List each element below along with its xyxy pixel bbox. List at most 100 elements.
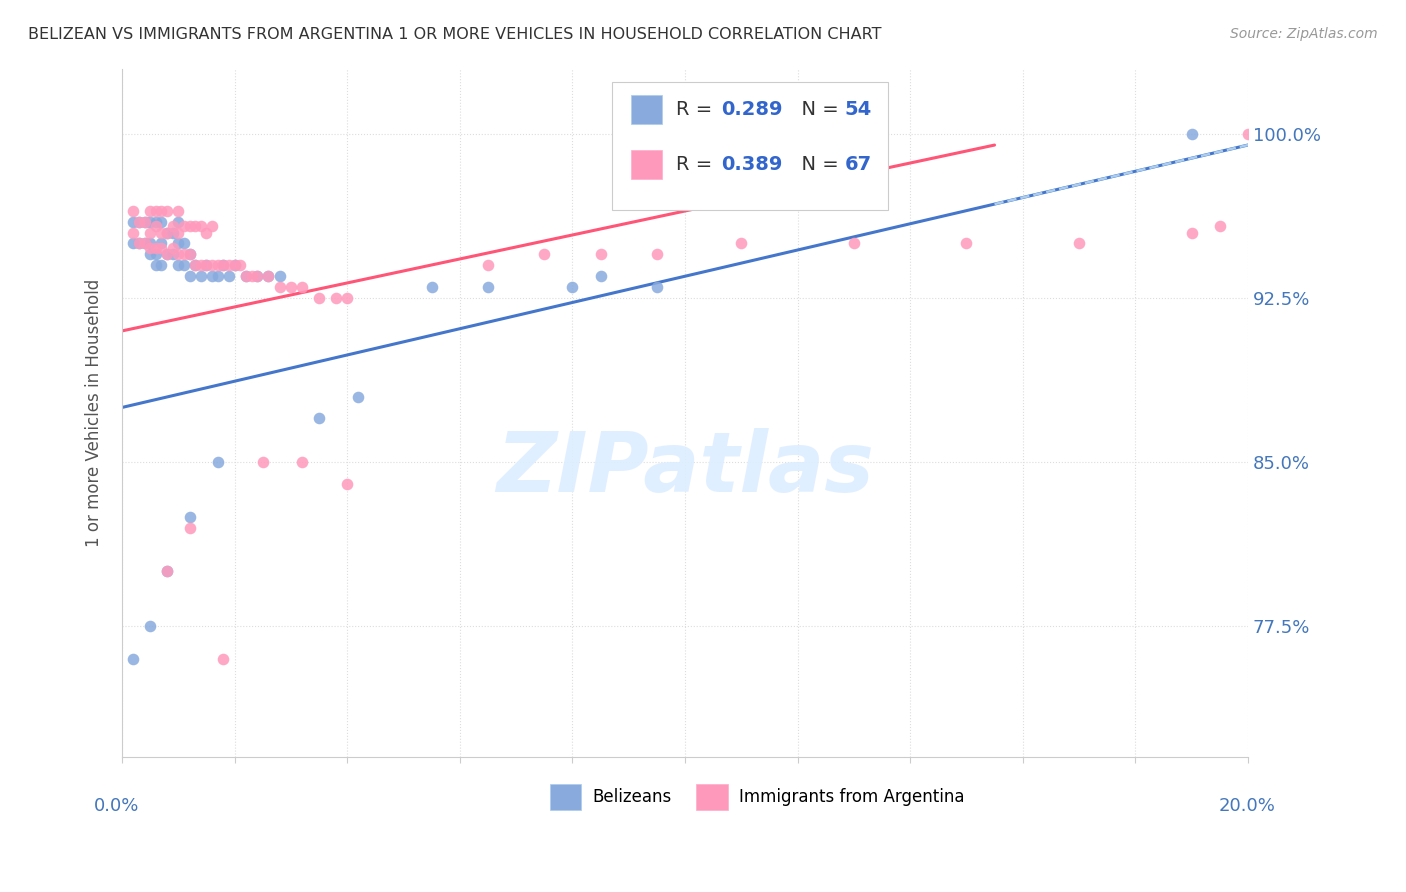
Point (1237, 127, 1260, 141)
Point (128, 214, 150, 228)
Text: ZIPatlas: ZIPatlas (496, 427, 875, 508)
FancyBboxPatch shape (612, 82, 887, 210)
Point (134, 214, 156, 228)
Point (269, 269, 291, 284)
Point (645, 247, 668, 261)
Point (162, 241, 184, 255)
Text: 0.389: 0.389 (721, 155, 782, 174)
Text: 20.0%: 20.0% (1219, 797, 1277, 814)
Point (122, 236, 145, 251)
Point (589, 269, 612, 284)
Point (195, 258, 218, 272)
Point (128, 236, 150, 251)
Point (201, 269, 224, 284)
Point (162, 226, 184, 240)
Point (145, 241, 167, 255)
Point (139, 247, 162, 261)
Point (589, 247, 612, 261)
Point (955, 236, 977, 251)
Point (184, 219, 207, 233)
Point (156, 565, 179, 579)
Point (122, 652, 145, 666)
Point (218, 258, 240, 272)
Point (145, 214, 167, 228)
Point (145, 203, 167, 218)
Point (167, 226, 190, 240)
Point (190, 258, 212, 272)
Point (173, 219, 195, 233)
Point (150, 241, 173, 255)
FancyBboxPatch shape (631, 95, 662, 124)
Point (122, 203, 145, 218)
Point (139, 226, 162, 240)
Point (269, 280, 291, 294)
Point (240, 269, 263, 284)
Point (308, 291, 330, 305)
Point (139, 241, 162, 255)
Point (252, 455, 274, 469)
Point (347, 390, 370, 404)
Point (150, 203, 173, 218)
Point (291, 455, 314, 469)
Point (212, 258, 235, 272)
Point (224, 258, 246, 272)
Point (179, 219, 201, 233)
Point (730, 236, 752, 251)
Point (257, 269, 280, 284)
Text: N =: N = (789, 100, 845, 119)
Point (173, 236, 195, 251)
Point (212, 652, 235, 666)
Point (336, 291, 359, 305)
Point (308, 411, 330, 425)
Point (207, 455, 229, 469)
Point (1067, 236, 1090, 251)
Text: 67: 67 (845, 155, 872, 174)
Point (167, 258, 190, 272)
Point (201, 219, 224, 233)
Point (477, 258, 499, 272)
FancyBboxPatch shape (696, 784, 728, 810)
Point (179, 247, 201, 261)
Point (195, 258, 218, 272)
Point (139, 619, 162, 633)
Point (139, 203, 162, 218)
Point (561, 280, 583, 294)
Point (145, 219, 167, 233)
Point (190, 219, 212, 233)
Text: 0.0%: 0.0% (94, 797, 139, 814)
Point (156, 247, 179, 261)
Point (179, 521, 201, 535)
Point (145, 258, 167, 272)
Point (179, 247, 201, 261)
Point (207, 258, 229, 272)
Point (201, 258, 224, 272)
Point (156, 565, 179, 579)
Point (533, 247, 555, 261)
Point (280, 280, 302, 294)
Point (246, 269, 269, 284)
Point (150, 236, 173, 251)
Point (156, 226, 179, 240)
Point (842, 236, 865, 251)
Point (128, 236, 150, 251)
Point (156, 226, 179, 240)
FancyBboxPatch shape (550, 784, 581, 810)
Text: Source: ZipAtlas.com: Source: ZipAtlas.com (1230, 27, 1378, 41)
Text: R =: R = (676, 155, 718, 174)
Point (162, 247, 184, 261)
Point (167, 236, 190, 251)
Point (246, 269, 269, 284)
Point (235, 269, 257, 284)
Point (167, 247, 190, 261)
Point (477, 280, 499, 294)
Point (207, 269, 229, 284)
Text: 54: 54 (845, 100, 872, 119)
Point (1180, 226, 1202, 240)
Point (134, 236, 156, 251)
Point (122, 226, 145, 240)
Point (420, 280, 443, 294)
Text: 0.289: 0.289 (721, 100, 783, 119)
Point (134, 214, 156, 228)
Point (150, 226, 173, 240)
Point (1180, 127, 1202, 141)
